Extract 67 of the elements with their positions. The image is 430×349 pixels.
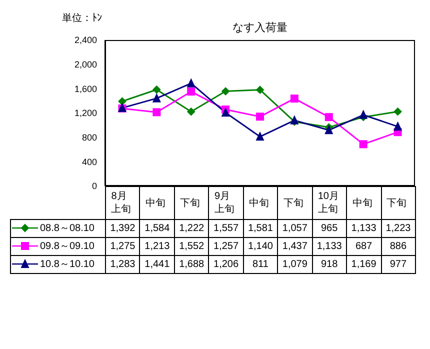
point: [187, 88, 196, 96]
legend-label: 08.8～08.10: [40, 222, 94, 235]
data-label: 1,557: [208, 220, 244, 238]
data-label: 1,169: [346, 256, 381, 274]
x-tick-label: 下旬: [180, 196, 202, 210]
legend-label: 09.8～09.10: [40, 240, 94, 253]
legend-label: 10.8～10.10: [40, 258, 94, 271]
data-label: 965: [312, 220, 347, 238]
y-tick-label: 2,400: [74, 35, 97, 46]
point: [152, 94, 161, 102]
data-label: 1,133: [346, 220, 381, 238]
y-tick-label: 800: [82, 132, 97, 143]
data-label: 1,140: [243, 238, 278, 256]
x-tick-label: 8月上旬: [111, 190, 132, 216]
data-label: 1,437: [278, 238, 312, 256]
point: [187, 108, 196, 116]
data-label: 1,581: [243, 220, 278, 238]
point: [359, 110, 368, 119]
data-label: 1,133: [312, 238, 347, 256]
data-label: 977: [381, 256, 416, 274]
data-label: 1,688: [174, 256, 209, 274]
y-tick-label: 2,000: [74, 60, 97, 70]
point: [256, 132, 264, 141]
x-tick-label: 中旬: [146, 196, 167, 210]
x-tick-label: 9月上旬: [214, 190, 236, 216]
point: [394, 108, 402, 116]
point: [324, 113, 333, 122]
x-tick-label: 中旬: [352, 196, 374, 210]
data-label: 886: [381, 238, 416, 256]
point: [187, 78, 196, 88]
x-tick-label: 中旬: [248, 196, 270, 210]
data-label: 1,275: [106, 238, 140, 256]
data-label: 1,213: [140, 238, 174, 256]
data-label: 1,283: [106, 256, 140, 274]
data-label: 1,057: [278, 220, 312, 238]
data-label: 811: [243, 256, 278, 274]
x-tick-label: 下旬: [283, 196, 304, 210]
point: [394, 122, 402, 131]
point: [256, 112, 264, 121]
point: [256, 86, 264, 94]
data-label: 1,584: [140, 220, 174, 238]
data-label: 1,223: [381, 220, 416, 238]
point: [324, 126, 333, 134]
x-tick-label: 下旬: [386, 196, 408, 210]
point: [152, 108, 161, 116]
data-label: 1,392: [106, 220, 140, 238]
y-tick-label: 1,200: [74, 108, 97, 118]
data-label: 1,552: [174, 238, 209, 256]
y-axis-title: 単位：ﾄﾝ: [62, 12, 102, 25]
x-tick-label: 10月上旬: [318, 190, 340, 216]
data-label: 1,079: [278, 256, 312, 274]
point: [222, 87, 230, 96]
point: [222, 108, 230, 117]
point: [359, 140, 368, 148]
chart-title: なす入荷量: [232, 21, 288, 35]
point: [152, 86, 161, 94]
point: [290, 94, 298, 103]
data-label: 1,257: [208, 238, 244, 256]
y-tick-label: 1,600: [74, 84, 97, 94]
data-label: 918: [312, 256, 347, 274]
data-label: 1,441: [140, 256, 174, 274]
data-label: 1,206: [208, 256, 244, 274]
data-label: 1,222: [174, 220, 209, 238]
y-tick-label: 0: [92, 181, 97, 192]
y-tick-label: 400: [82, 156, 97, 167]
data-label: 687: [346, 238, 381, 256]
point: [118, 97, 126, 106]
